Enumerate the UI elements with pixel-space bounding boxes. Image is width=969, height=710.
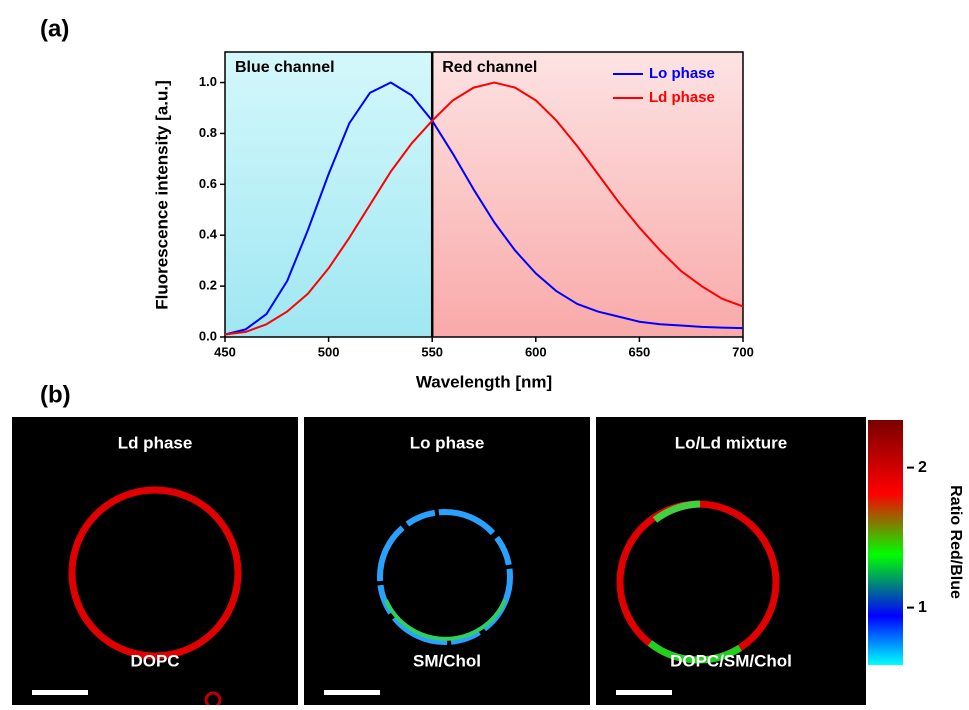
y-tick-label: 0.8	[199, 125, 217, 140]
image-sample: DOPC	[130, 651, 179, 670]
y-tick-label: 0.0	[199, 328, 217, 343]
panel-label: (b)	[40, 381, 71, 408]
x-tick-label: 550	[421, 344, 443, 359]
image-sample: DOPC/SM/Chol	[670, 651, 792, 670]
x-axis-label: Wavelength [nm]	[416, 372, 552, 391]
x-tick-label: 650	[629, 344, 651, 359]
y-axis-label: Fluorescence intensity [a.u.]	[152, 80, 171, 310]
image-title: Lo phase	[410, 433, 485, 452]
scale-bar	[32, 690, 88, 695]
image-title: Lo/Ld mixture	[675, 433, 787, 452]
y-tick-label: 0.4	[199, 227, 218, 242]
legend-label: Ld phase	[649, 89, 715, 106]
figure: (a) (b) Blue channel Red channel 450 500 550…	[0, 0, 969, 705]
scale-bar	[616, 690, 672, 695]
region-label: Red channel	[442, 59, 537, 76]
colorbar-tick-label: 2	[918, 459, 927, 476]
y-tick-label: 1.0	[199, 74, 217, 89]
x-tick-label: 500	[318, 344, 340, 359]
image-title: Ld phase	[118, 433, 193, 452]
scale-bar	[324, 690, 380, 695]
y-tick-label: 0.6	[199, 176, 217, 191]
colorbar	[868, 420, 903, 665]
colorbar-label: Ratio Red/Blue	[947, 485, 964, 599]
panel-label: (a)	[40, 15, 69, 42]
colorbar-tick-label: 1	[918, 599, 927, 616]
legend-label: Lo phase	[649, 65, 715, 82]
region-label: Blue channel	[235, 59, 335, 76]
x-tick-label: 450	[214, 344, 236, 359]
x-tick-label: 700	[732, 344, 754, 359]
x-tick-label: 600	[525, 344, 547, 359]
y-tick-label: 0.2	[199, 278, 217, 293]
channel-region	[225, 52, 432, 337]
image-sample: SM/Chol	[413, 651, 481, 670]
